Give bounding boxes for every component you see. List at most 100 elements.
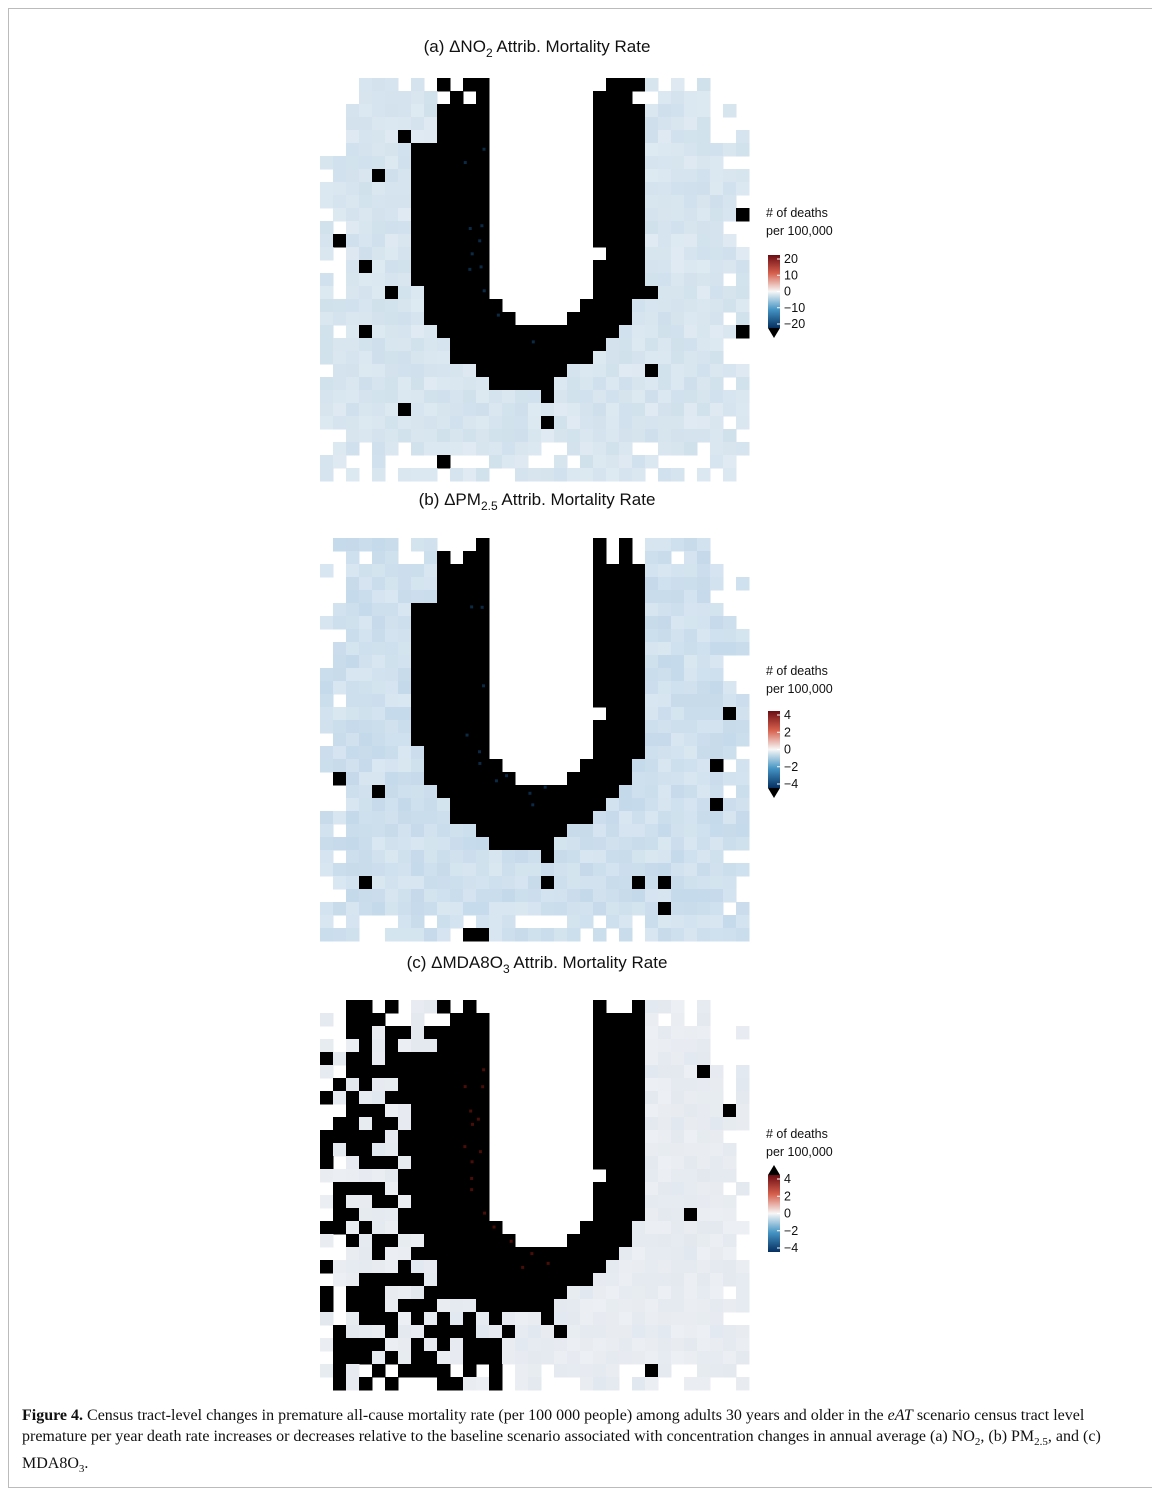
- map-tract: [684, 746, 698, 760]
- map-tract: [710, 863, 724, 877]
- map-tract: [580, 1299, 594, 1313]
- map-tract: [632, 564, 646, 578]
- map-tract: [424, 590, 438, 604]
- map-tract: [359, 577, 373, 591]
- map-tract: [645, 1130, 659, 1144]
- map-tract: [684, 286, 698, 300]
- map-tract: [398, 798, 412, 812]
- map-tract: [411, 1338, 425, 1352]
- map-tract: [359, 390, 373, 404]
- map-tract: [632, 1156, 646, 1170]
- map-tract: [482, 684, 486, 688]
- map-tract: [502, 876, 516, 890]
- map-tract: [437, 577, 451, 591]
- map-tract: [606, 1182, 620, 1196]
- map-tract: [619, 468, 633, 482]
- map-tract: [372, 889, 386, 903]
- map-tract: [385, 694, 399, 708]
- map-tract: [476, 286, 490, 300]
- map-tract: [470, 1188, 474, 1192]
- map-tract: [658, 1039, 672, 1053]
- legend-tick-label: −4: [784, 1241, 798, 1255]
- map-tract: [424, 1169, 438, 1183]
- map-tract: [437, 1286, 451, 1300]
- map-tract: [593, 208, 607, 222]
- map-tract: [385, 902, 399, 916]
- map-tract: [346, 733, 360, 747]
- map-tract: [619, 577, 633, 591]
- map-tract: [515, 442, 529, 456]
- map-tract: [580, 338, 594, 352]
- map-tract: [476, 351, 490, 365]
- map-tract: [580, 416, 594, 430]
- map-tract: [411, 616, 425, 630]
- map-tract: [450, 642, 464, 656]
- map-tract: [671, 143, 685, 157]
- map-tract: [593, 221, 607, 235]
- map-tract: [554, 811, 568, 825]
- map-tract: [645, 551, 659, 565]
- map-tract: [346, 143, 360, 157]
- map-tract: [645, 1052, 659, 1066]
- map-tract: [658, 338, 672, 352]
- map-tract: [593, 1351, 607, 1365]
- map-tract: [515, 1338, 529, 1352]
- map-tract: [736, 1338, 750, 1352]
- map-tract: [671, 1260, 685, 1274]
- map-tract: [372, 863, 386, 877]
- map-tract: [723, 182, 737, 196]
- map-tract: [697, 1039, 711, 1053]
- map-tract: [723, 1351, 737, 1365]
- map-tract: [385, 416, 399, 430]
- map-tract: [398, 707, 412, 721]
- map-tract: [476, 1299, 490, 1313]
- map-tract: [736, 130, 750, 144]
- map-tract: [632, 1299, 646, 1313]
- map-tract: [671, 169, 685, 183]
- map-tract: [645, 1169, 659, 1183]
- map-tract: [528, 364, 542, 378]
- map-tract: [372, 78, 386, 92]
- map-tract: [658, 772, 672, 786]
- map-tract: [385, 351, 399, 365]
- map-tract: [359, 208, 373, 222]
- map-tract: [385, 117, 399, 131]
- map-tract: [463, 403, 477, 417]
- map-tract: [333, 655, 347, 669]
- map-tract: [606, 143, 620, 157]
- map-tract: [372, 403, 386, 417]
- map-tract: [346, 681, 360, 695]
- map-tract: [437, 1052, 451, 1066]
- legend-tick-label: 0: [784, 743, 791, 757]
- map-tract: [736, 642, 750, 656]
- map-tract: [450, 1377, 464, 1391]
- map-tract: [606, 1169, 620, 1183]
- map-tract: [697, 538, 711, 552]
- map-tract: [476, 91, 490, 105]
- map-tract: [619, 1208, 633, 1222]
- map-tract: [424, 338, 438, 352]
- map-tract: [710, 377, 724, 391]
- map-tract: [411, 221, 425, 235]
- map-tract: [554, 1299, 568, 1313]
- map-tract: [476, 707, 490, 721]
- map-tract: [645, 312, 659, 326]
- map-tract: [723, 720, 737, 734]
- map-tract: [645, 1039, 659, 1053]
- map-tract: [723, 1247, 737, 1261]
- map-tract: [476, 876, 490, 890]
- map-tract: [372, 429, 386, 443]
- map-tract: [658, 312, 672, 326]
- map-tract: [645, 1078, 659, 1092]
- map-tract: [463, 78, 477, 92]
- map-tract: [632, 1169, 646, 1183]
- title-subscript: 2.5: [481, 499, 498, 513]
- map-tract: [606, 1247, 620, 1261]
- map-tract: [346, 1195, 360, 1209]
- map-tract: [411, 655, 425, 669]
- map-tract: [606, 182, 620, 196]
- map-tract: [333, 455, 347, 469]
- map-tract: [385, 1351, 399, 1365]
- map-tract: [463, 1351, 477, 1365]
- map-tract: [658, 182, 672, 196]
